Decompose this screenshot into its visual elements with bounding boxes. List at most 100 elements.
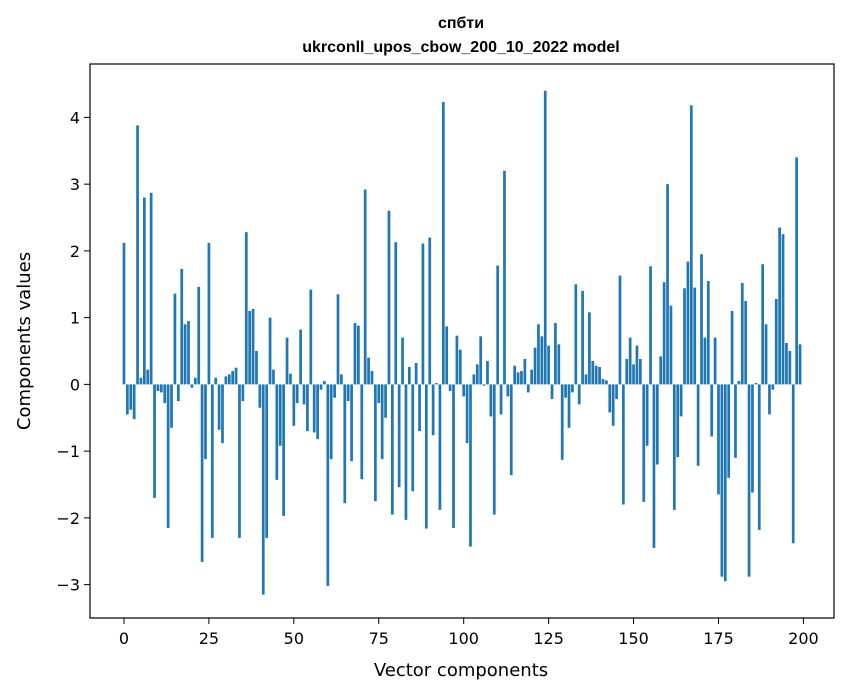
y-tick-label--3: −3 bbox=[56, 576, 80, 595]
bar-113 bbox=[506, 384, 510, 397]
bar-34 bbox=[238, 384, 241, 538]
bar-178 bbox=[727, 384, 731, 478]
bar-122 bbox=[537, 324, 540, 385]
bar-128 bbox=[557, 344, 561, 385]
bar-105 bbox=[479, 336, 483, 385]
bar-162 bbox=[672, 384, 676, 510]
x-axis-label: Vector components bbox=[374, 660, 548, 681]
bar-5 bbox=[139, 377, 143, 385]
bar-75 bbox=[377, 384, 381, 404]
bar-15 bbox=[173, 293, 177, 385]
bar-65 bbox=[343, 384, 347, 504]
bar-56 bbox=[312, 384, 316, 433]
bar-58 bbox=[319, 384, 323, 390]
bar-108 bbox=[489, 384, 493, 417]
bar-49 bbox=[289, 373, 292, 385]
x-tick-label-50: 50 bbox=[284, 629, 304, 648]
bar-95 bbox=[445, 326, 449, 385]
bar-22 bbox=[197, 286, 201, 385]
bar-36 bbox=[244, 232, 248, 385]
bar-32 bbox=[231, 371, 235, 385]
bar-153 bbox=[642, 384, 646, 502]
bar-0 bbox=[122, 242, 126, 385]
x-tick-label-100: 100 bbox=[448, 629, 479, 648]
bar-187 bbox=[757, 384, 761, 530]
bar-155 bbox=[649, 266, 652, 385]
bar-20 bbox=[190, 384, 194, 388]
bar-145 bbox=[615, 384, 618, 400]
bar-116 bbox=[516, 372, 520, 385]
bar-158 bbox=[659, 356, 663, 385]
bar-197 bbox=[791, 384, 795, 544]
bar-119 bbox=[526, 384, 530, 393]
bar-107 bbox=[486, 361, 489, 385]
bar-3 bbox=[132, 384, 136, 420]
bar-136 bbox=[584, 374, 588, 385]
bar-18 bbox=[183, 324, 187, 385]
bar-157 bbox=[655, 384, 659, 465]
bar-100 bbox=[462, 384, 466, 397]
bar-57 bbox=[316, 384, 319, 440]
bar-83 bbox=[404, 384, 408, 520]
bar-196 bbox=[788, 351, 792, 385]
bar-126 bbox=[550, 384, 554, 400]
bar-164 bbox=[679, 384, 683, 417]
bar-156 bbox=[652, 384, 656, 548]
bar-91 bbox=[431, 384, 435, 436]
bar-33 bbox=[234, 367, 238, 385]
bar-31 bbox=[227, 374, 231, 385]
bar-92 bbox=[435, 383, 438, 385]
bar-82 bbox=[401, 337, 404, 385]
bar-30 bbox=[224, 376, 228, 385]
bar-120 bbox=[530, 369, 533, 385]
y-tick-label--1: −1 bbox=[56, 442, 80, 461]
bar-173 bbox=[710, 384, 714, 437]
bar-89 bbox=[424, 384, 428, 529]
bar-168 bbox=[693, 287, 697, 385]
bar-166 bbox=[686, 261, 690, 385]
x-ticks-group: 0 25 50 75 100 125 150 175 200 bbox=[119, 618, 819, 648]
bar-117 bbox=[520, 371, 523, 385]
bar-96 bbox=[448, 384, 452, 392]
x-tick-label-25: 25 bbox=[199, 629, 219, 648]
bar-154 bbox=[645, 384, 649, 446]
x-tick-label-0: 0 bbox=[119, 629, 129, 648]
bar-35 bbox=[241, 384, 245, 402]
bar-106 bbox=[482, 384, 486, 386]
bar-137 bbox=[588, 312, 591, 385]
bar-146 bbox=[618, 275, 622, 385]
bar-69 bbox=[357, 325, 360, 385]
bar-2 bbox=[129, 384, 133, 410]
x-tick-label-200: 200 bbox=[788, 629, 819, 648]
bar-51 bbox=[295, 384, 299, 404]
bar-149 bbox=[628, 337, 632, 385]
bar-17 bbox=[180, 268, 184, 385]
bar-139 bbox=[594, 365, 598, 385]
y-tick-label-4: 4 bbox=[70, 108, 80, 127]
bar-14 bbox=[170, 384, 173, 428]
bar-93 bbox=[438, 384, 442, 510]
y-tick-label-2: 2 bbox=[70, 242, 80, 261]
bar-78 bbox=[387, 210, 391, 385]
bar-179 bbox=[730, 310, 734, 385]
bar-9 bbox=[153, 384, 156, 498]
bar-53 bbox=[302, 384, 306, 405]
bar-1 bbox=[126, 384, 129, 415]
bar-52 bbox=[299, 329, 302, 385]
bar-7 bbox=[146, 369, 150, 385]
bar-97 bbox=[452, 384, 455, 528]
bar-130 bbox=[564, 384, 567, 398]
bar-180 bbox=[734, 384, 737, 458]
bar-159 bbox=[662, 282, 666, 385]
bar-190 bbox=[768, 384, 771, 415]
x-tick-label-75: 75 bbox=[369, 629, 389, 648]
bar-62 bbox=[333, 384, 336, 398]
bar-67 bbox=[350, 384, 353, 462]
bar-72 bbox=[367, 357, 370, 385]
bar-151 bbox=[635, 345, 639, 385]
bar-37 bbox=[248, 310, 252, 385]
bar-77 bbox=[384, 384, 387, 418]
bar-98 bbox=[455, 335, 459, 385]
bar-135 bbox=[581, 290, 584, 385]
x-tick-label-125: 125 bbox=[533, 629, 564, 648]
